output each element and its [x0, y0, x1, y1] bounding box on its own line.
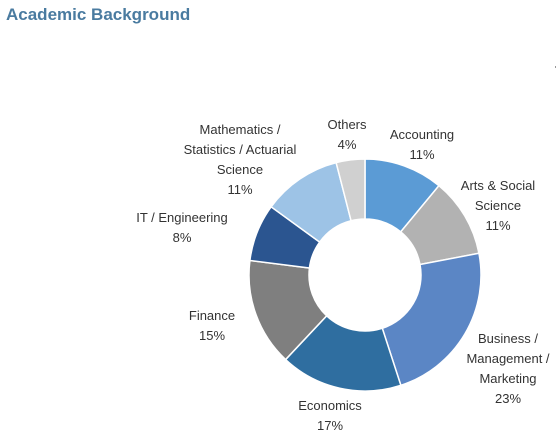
decorative-dot	[555, 66, 556, 68]
slice-label: Mathematics / Statistics / Actuarial Scien…	[184, 122, 297, 197]
chart-title: Academic Background	[6, 5, 191, 24]
slice-label: Finance 15%	[189, 308, 235, 343]
slice-business-management-marketing	[381, 252, 482, 387]
slice-label: IT / Engineering 8%	[136, 210, 228, 245]
slice-label: Economics 17%	[298, 398, 362, 433]
slice-label: Accounting 11%	[390, 127, 454, 162]
slice-label: Arts & Social Science 11%	[461, 178, 536, 233]
slice-label: Business / Management / Marketing 23%	[466, 331, 549, 406]
slice-others	[335, 158, 366, 222]
slice-label: Others 4%	[327, 117, 367, 152]
